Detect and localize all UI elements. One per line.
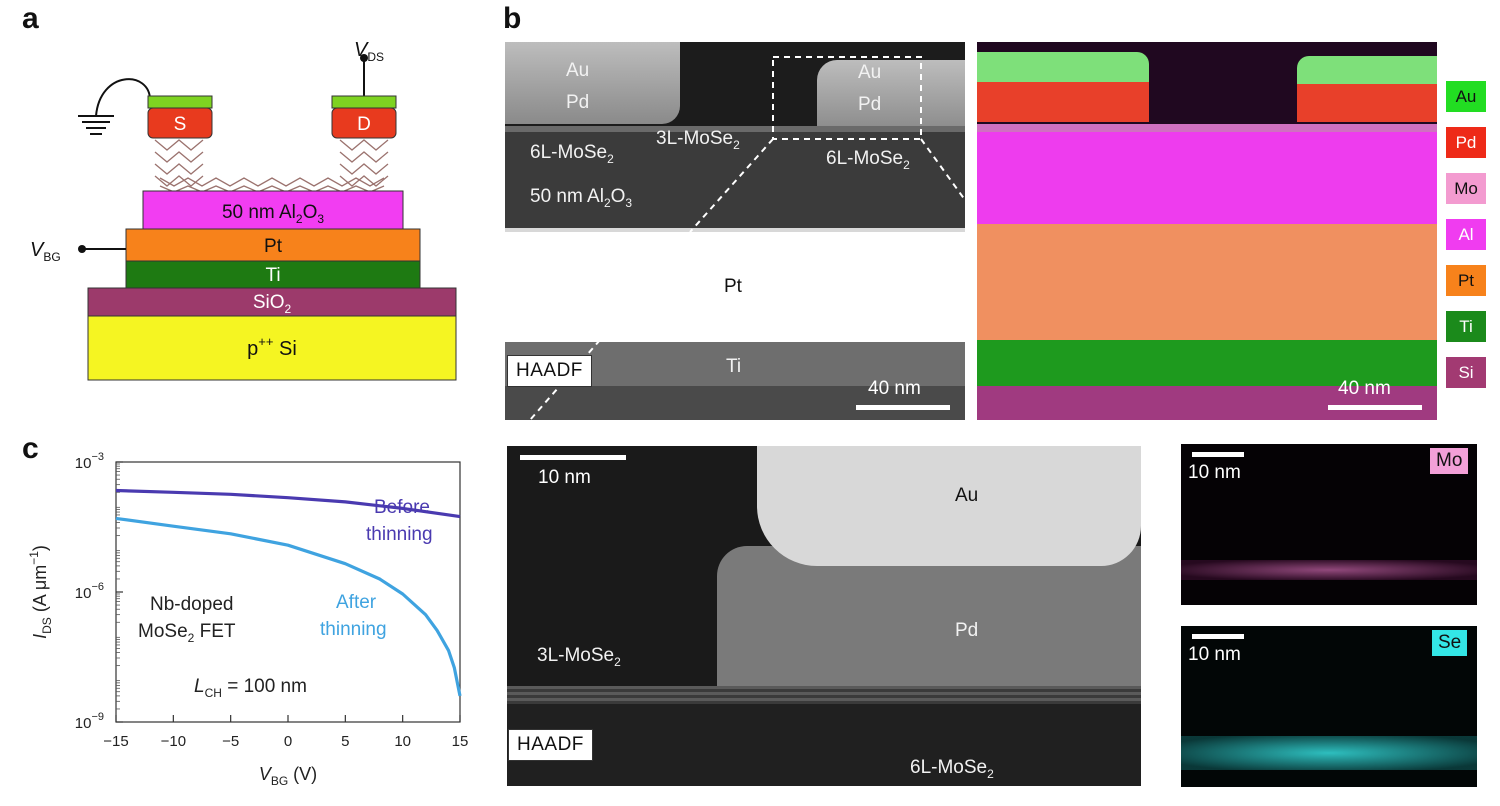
mo-scale-bar bbox=[1192, 452, 1244, 457]
zoomed-haadf-image bbox=[507, 446, 1141, 786]
series-line-1 bbox=[115, 516, 462, 697]
pd-right-label: Pd bbox=[858, 94, 882, 115]
legend-item-pt: Pt bbox=[1446, 265, 1486, 296]
zoom-mose2-3l-label: 3L-MoSe2 bbox=[537, 645, 621, 669]
panel-letter-b: b bbox=[503, 2, 522, 35]
legend-item-si: Si bbox=[1446, 357, 1486, 388]
si-label: p bbox=[247, 338, 258, 360]
eds-scale-bar-label: 40 nm bbox=[1338, 378, 1391, 399]
chart-series bbox=[115, 488, 462, 697]
x-tick-label: 5 bbox=[341, 733, 349, 750]
y-tick-label: 10−9 bbox=[75, 711, 104, 732]
se-tag: Se bbox=[1432, 630, 1468, 656]
eds-scale-bar bbox=[1328, 405, 1422, 410]
vds-label: V bbox=[354, 39, 369, 61]
chart-axes: −15 −10 −5 0 5 10 15 10−3 10−6 10−9 bbox=[75, 451, 469, 750]
oxide-tail: O bbox=[303, 202, 318, 223]
mose2-3l-label: 3L-MoSe2 bbox=[656, 128, 740, 152]
mo-map-image bbox=[1181, 444, 1477, 605]
si-sup: ++ bbox=[258, 334, 273, 349]
haadf-cross-section-image bbox=[505, 42, 965, 420]
x-tick-label: −10 bbox=[161, 733, 186, 750]
sio2-label: SiO bbox=[253, 292, 285, 313]
pd-left-label: Pd bbox=[566, 92, 590, 113]
zoom-scale-bar bbox=[520, 455, 626, 460]
mose2-lattice bbox=[154, 139, 389, 193]
svg-text:SiO2: SiO2 bbox=[253, 292, 292, 316]
mose2-6l-left-label: 6L-MoSe2 bbox=[530, 142, 614, 166]
oxide-em-label: 50 nm Al2O3 bbox=[530, 186, 633, 210]
drain-label: D bbox=[357, 114, 371, 135]
y-axis-label: IDS (A μm−1) bbox=[27, 545, 54, 639]
series-label-after: After bbox=[336, 592, 377, 613]
ground-icon bbox=[78, 78, 151, 135]
zoom-pd-label: Pd bbox=[955, 620, 979, 641]
scale-bar bbox=[856, 405, 950, 410]
pt-em-label: Pt bbox=[724, 276, 742, 297]
svg-text:VBG: VBG bbox=[30, 239, 61, 264]
haadf-label: HAADF bbox=[507, 355, 592, 387]
legend-item-al: Al bbox=[1446, 219, 1486, 250]
chart-labels: VBG (V) IDS (A μm−1) Before thinning After th… bbox=[27, 497, 433, 788]
zoom-haadf-label: HAADF bbox=[508, 729, 593, 761]
vds-sub: DS bbox=[367, 50, 384, 64]
ti-em-label: Ti bbox=[726, 356, 742, 377]
source-label: S bbox=[174, 114, 187, 135]
vbg-label: V bbox=[30, 239, 45, 261]
svg-text:50 nm Al2O3: 50 nm Al2O3 bbox=[222, 202, 324, 226]
oxide-sub: 2 bbox=[296, 212, 303, 226]
zoom-scale-label: 10 nm bbox=[538, 467, 591, 488]
se-scale-bar bbox=[1192, 634, 1244, 639]
mose2-6l-right-label: 6L-MoSe2 bbox=[826, 148, 910, 172]
se-scale-label: 10 nm bbox=[1188, 644, 1241, 665]
se-map-image bbox=[1181, 626, 1477, 787]
svg-text:VDS: VDS bbox=[354, 39, 384, 64]
scale-bar-label: 40 nm bbox=[868, 378, 921, 399]
oxide-sub2: 3 bbox=[317, 212, 324, 226]
legend-item-ti: Ti bbox=[1446, 311, 1486, 342]
channel-length-annotation: LCH = 100 nm bbox=[194, 676, 307, 700]
x-tick-label: 15 bbox=[452, 733, 469, 750]
panel-letter-a: a bbox=[22, 2, 39, 35]
sio2-sub: 2 bbox=[285, 302, 292, 316]
panel-letter-c: c bbox=[22, 432, 39, 465]
x-tick-label: 0 bbox=[284, 733, 292, 750]
legend-item-au: Au bbox=[1446, 81, 1486, 112]
series-label-after-2: thinning bbox=[320, 619, 387, 640]
legend-item-mo: Mo bbox=[1446, 173, 1486, 204]
y-tick-label: 10−3 bbox=[75, 451, 104, 472]
device-annotation-2: MoSe2 FET bbox=[138, 621, 236, 645]
series-line-0 bbox=[115, 488, 461, 519]
oxide-label: 50 nm Al bbox=[222, 202, 296, 223]
zoom-mose2-6l-label: 6L-MoSe2 bbox=[910, 757, 994, 781]
au-right-label: Au bbox=[858, 62, 882, 83]
series-label-before-2: thinning bbox=[366, 524, 433, 545]
y-tick-label: 10−6 bbox=[75, 581, 104, 602]
x-tick-label: 10 bbox=[394, 733, 411, 750]
zoom-au-label: Au bbox=[955, 485, 979, 506]
eds-map-image bbox=[977, 42, 1437, 420]
ti-layer-label: Ti bbox=[265, 265, 280, 286]
mo-tag: Mo bbox=[1430, 448, 1469, 474]
series-label-before: Before bbox=[374, 497, 430, 518]
x-tick-label: −15 bbox=[103, 733, 128, 750]
au-left-label: Au bbox=[566, 60, 590, 81]
si-tail: Si bbox=[273, 338, 296, 360]
x-tick-label: −5 bbox=[222, 733, 239, 750]
vbg-sub: BG bbox=[43, 250, 60, 264]
mo-scale-label: 10 nm bbox=[1188, 462, 1241, 483]
device-schematic: VDS S D 50 nm Al2O3 Pt VBG Ti SiO2 p++ S… bbox=[30, 39, 457, 381]
transfer-curve-chart: −15 −10 −5 0 5 10 15 10−3 10−6 10−9 VBG (V) IDS (A… bbox=[27, 451, 469, 788]
pt-layer-label: Pt bbox=[264, 236, 283, 257]
legend-item-pd: Pd bbox=[1446, 127, 1486, 158]
device-annotation-1: Nb-doped bbox=[150, 594, 233, 615]
svg-text:p++ Si: p++ Si bbox=[247, 334, 297, 360]
x-axis-label: VBG (V) bbox=[259, 764, 317, 788]
